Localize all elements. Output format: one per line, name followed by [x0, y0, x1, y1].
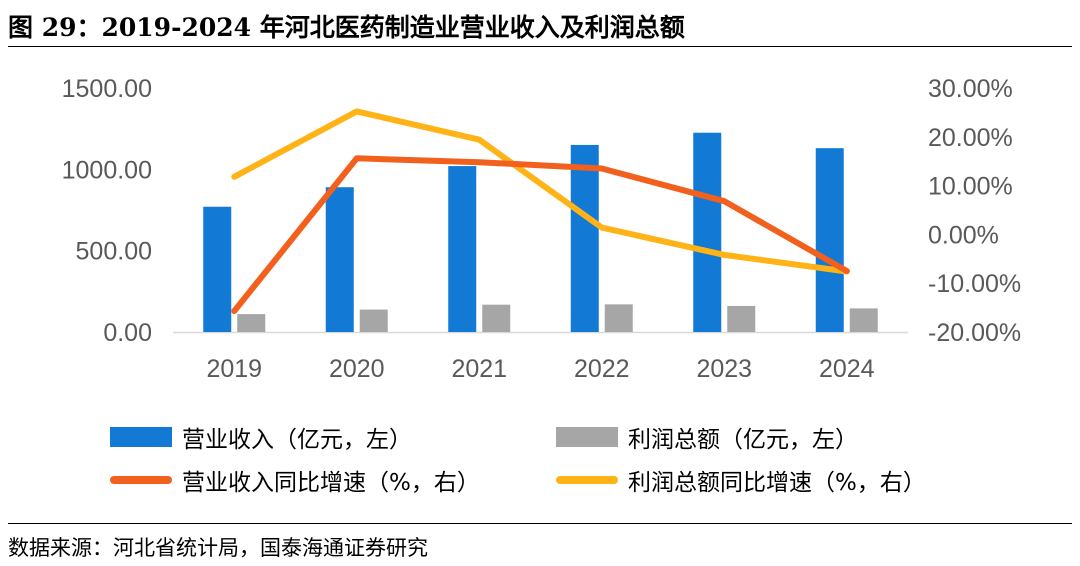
bar-revenue [570, 144, 599, 332]
bar-profit [604, 304, 633, 332]
x-tick-label: 2022 [574, 355, 630, 383]
legend-swatch-profit [556, 427, 618, 447]
legend-label-profit: 利润总额（亿元，左） [628, 427, 858, 453]
legend-swatch-profit-growth [556, 476, 618, 484]
bar-revenue [693, 132, 722, 332]
y-right-tick-label: -20.00% [928, 319, 1021, 347]
y-right-tick-label: 10.00% [928, 173, 1013, 201]
legend-label-revenue-growth: 营业收入同比增速（%，右） [182, 470, 480, 496]
bar-profit [849, 308, 878, 332]
legend-swatch-revenue-growth [110, 476, 172, 484]
bar-revenue [815, 148, 844, 332]
source-rule [8, 523, 1072, 524]
y-right-tick-label: 30.00% [928, 75, 1013, 103]
x-tick-label: 2023 [696, 355, 752, 383]
line-revenue-growth [231, 155, 850, 314]
legend-profit-growth: 利润总额同比增速（%，右） [556, 463, 926, 497]
combo-chart: 0.00 500.00 1000.00 1500.00 -20.00% -10.00% 0.… [62, 75, 1022, 383]
bar-revenue [325, 187, 354, 332]
y-right-tick-label: 0.00% [928, 221, 999, 249]
title-rule [8, 46, 1072, 47]
x-tick-label: 2020 [329, 355, 385, 383]
legend-label-revenue: 营业收入（亿元，左） [182, 427, 412, 453]
bar-profit [359, 309, 388, 332]
y-left-tick-label: 500.00 [76, 238, 152, 266]
y-left-tick-label: 0.00 [103, 319, 152, 347]
x-tick-label: 2021 [451, 355, 507, 383]
y-right-tick-label: 20.00% [928, 124, 1013, 152]
bar-profit [482, 304, 511, 332]
bar-profit [237, 314, 266, 332]
x-tick-label: 2024 [819, 355, 875, 383]
legend-label-profit-growth: 利润总额同比增速（%，右） [628, 470, 926, 496]
x-tick-label: 2019 [206, 355, 262, 383]
y-left-tick-label: 1500.00 [62, 75, 152, 103]
y-right-tick-label: -10.00% [928, 270, 1021, 298]
source-note: 数据来源：河北省统计局，国泰海通证券研究 [8, 536, 428, 560]
legend-profit: 利润总额（亿元，左） [556, 420, 858, 454]
legend-revenue: 营业收入（亿元，左） [110, 420, 412, 454]
bar-revenue [448, 166, 477, 332]
figure-title: 图 29：2019-2024 年河北医药制造业营业收入及利润总额 [8, 13, 685, 42]
legend-swatch-revenue [110, 427, 172, 447]
line-profit-growth [231, 108, 850, 275]
bar-profit [727, 305, 756, 332]
y-left-tick-label: 1000.00 [62, 156, 152, 184]
bar-revenue [203, 206, 232, 332]
legend-revenue-growth: 营业收入同比增速（%，右） [110, 463, 480, 497]
